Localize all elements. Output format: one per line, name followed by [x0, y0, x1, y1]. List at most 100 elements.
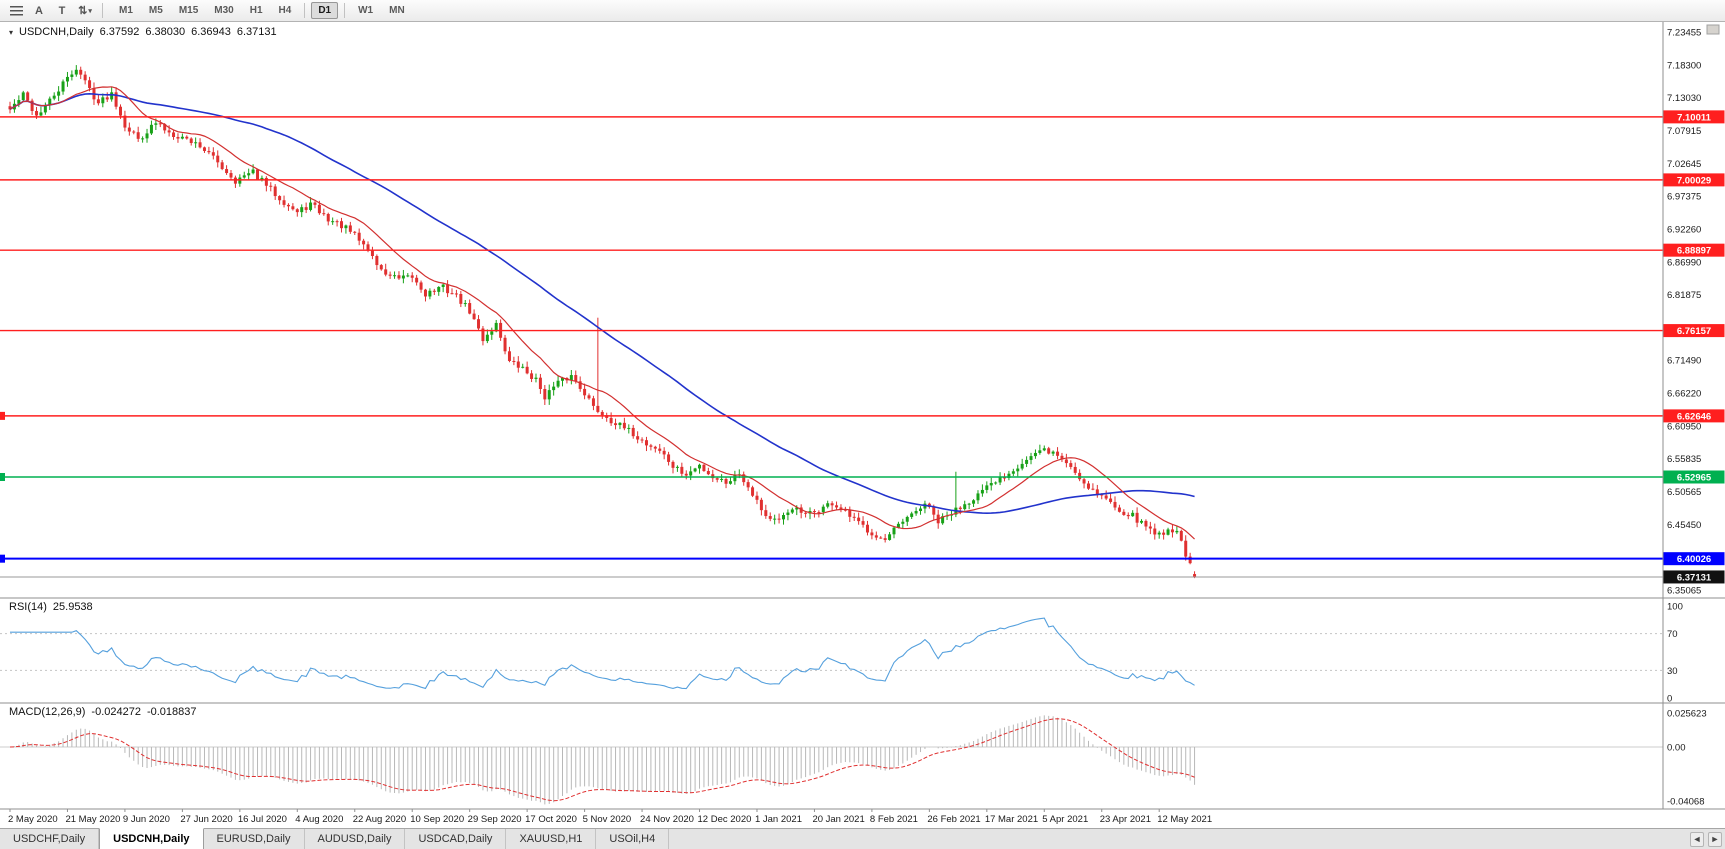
tab-scroll-left-button[interactable]: ◄ [1690, 831, 1704, 847]
toolbar: A T ⇅ ▾ M1 M5 M15 M30 H1 H4 D1 W1 MN [0, 0, 1725, 22]
timeframe-d1-button[interactable]: D1 [311, 2, 339, 19]
price-tick-label: 6.81875 [1667, 290, 1701, 301]
price-tick-label: 7.07915 [1667, 126, 1701, 137]
date-label: 26 Feb 2021 [927, 814, 980, 825]
toolbar-divider [344, 3, 346, 18]
macd-histogram [13, 715, 1196, 805]
tab-label: USOil,H4 [609, 833, 656, 845]
tab-eurusd-daily[interactable]: EURUSD,Daily [203, 829, 305, 849]
level-left-mark [0, 472, 5, 481]
price-level-labels: 7.10011 7.00029 6.88897 6.76157 6.62646 6.529… [1663, 110, 1725, 566]
price-tick-label: 6.55835 [1667, 454, 1701, 465]
price-tick-label: 6.45450 [1667, 520, 1701, 531]
price-tick-label: 7.18300 [1667, 60, 1701, 71]
current-price-label: 6.37131 [1677, 572, 1712, 583]
toolbar-divider [102, 3, 103, 18]
ma-slow-line [9, 92, 1195, 514]
price-level-label: 6.52965 [1677, 472, 1712, 483]
price-tick-label: 7.02645 [1667, 159, 1701, 170]
price-tick-label: 6.66220 [1667, 389, 1701, 400]
tab-label: USDCNH,Daily [113, 833, 190, 845]
text-tool-icon: T [58, 4, 66, 17]
date-label: 5 Nov 2020 [583, 814, 632, 825]
price-level-label: 6.76157 [1677, 326, 1711, 337]
date-label: 10 Sep 2020 [410, 814, 464, 825]
price-tick-label: 6.71490 [1667, 356, 1701, 367]
chart-list-button[interactable] [6, 2, 26, 20]
text-annotation-button[interactable]: A [29, 2, 49, 20]
timeframe-m5-button[interactable]: M5 [148, 5, 163, 16]
date-label: 9 Jun 2020 [123, 814, 170, 825]
tab-scroll-buttons: ◄ ► [1690, 829, 1722, 849]
tab-scroll-right-button[interactable]: ► [1708, 831, 1722, 847]
tab-usdcnh-daily[interactable]: USDCNH,Daily [99, 828, 204, 849]
rsi-tick-label: 70 [1667, 629, 1678, 640]
tab-usoil-h4[interactable]: USOil,H4 [596, 829, 670, 849]
price-level-label-box [1663, 470, 1725, 484]
price-level-label: 6.88897 [1677, 246, 1711, 257]
macd-tick-label: 0.00 [1667, 743, 1686, 754]
date-label: 4 Aug 2020 [295, 814, 343, 825]
toolbar-divider [304, 3, 306, 18]
timeframe-h1-button[interactable]: H1 [249, 5, 263, 16]
tab-xauusd-h1[interactable]: XAUUSD,H1 [506, 829, 597, 849]
price-level-label: 7.00029 [1677, 175, 1711, 186]
price-level-lines [0, 116, 1663, 563]
tab-usdcad-daily[interactable]: USDCAD,Daily [405, 829, 507, 849]
date-label: 1 Jan 2021 [755, 814, 802, 825]
price-tick-label: 6.50565 [1667, 487, 1701, 498]
date-label: 17 Mar 2021 [985, 814, 1038, 825]
chart-canvas[interactable]: 7.23455 7.18300 7.13030 7.07915 7.02645 6.973… [0, 22, 1725, 828]
date-label: 16 Jul 2020 [238, 814, 287, 825]
price-level-label-box [1663, 243, 1725, 257]
tab-label: EURUSD,Daily [216, 833, 291, 845]
timeframe-mn-button[interactable]: MN [389, 5, 405, 16]
arrow-left-icon: ◄ [1692, 834, 1702, 844]
menu-icon [9, 5, 23, 16]
tab-label: USDCAD,Daily [418, 833, 493, 845]
price-level-label: 6.40026 [1677, 554, 1711, 565]
price-tick-label: 7.23455 [1667, 28, 1701, 39]
tab-label: USDCHF,Daily [13, 833, 86, 845]
tabbar: USDCHF,Daily USDCNH,Daily EURUSD,Daily AUDU… [0, 828, 1725, 849]
rsi-tick-label: 0 [1667, 694, 1672, 705]
price-level-label: 7.10011 [1677, 112, 1712, 123]
date-label: 2 May 2020 [8, 814, 58, 825]
price-tick-label: 7.13030 [1667, 93, 1701, 104]
price-level-label: 6.62646 [1677, 411, 1711, 422]
collapse-icon[interactable]: ▾ [9, 27, 14, 37]
date-label: 8 Feb 2021 [870, 814, 918, 825]
price-level-label-box [1663, 552, 1725, 566]
date-label: 23 Apr 2021 [1100, 814, 1151, 825]
chart-area: 7.23455 7.18300 7.13030 7.07915 7.02645 6.973… [0, 22, 1725, 828]
tab-audusd-daily[interactable]: AUDUSD,Daily [304, 829, 406, 849]
date-label: 22 Aug 2020 [353, 814, 406, 825]
date-label: 12 Dec 2020 [698, 814, 752, 825]
date-label: 5 Apr 2021 [1042, 814, 1088, 825]
arrow-right-icon: ► [1710, 834, 1720, 844]
timeframe-m15-button[interactable]: M15 [178, 5, 199, 16]
price-tick-label: 6.97375 [1667, 192, 1701, 203]
up-down-arrows-icon: ⇅ [78, 5, 88, 17]
cursor-mode-button[interactable]: ⇅ ▾ [75, 2, 95, 20]
chart-corner-marker[interactable] [1706, 24, 1720, 35]
date-label: 27 Jun 2020 [180, 814, 232, 825]
level-left-mark [0, 554, 5, 563]
timeframe-m1-button[interactable]: M1 [119, 5, 133, 16]
tabs-container: USDCHF,Daily USDCNH,Daily EURUSD,Daily AUDU… [0, 828, 670, 849]
timeframe-m30-button[interactable]: M30 [214, 5, 234, 16]
tab-label: XAUUSD,H1 [519, 833, 583, 845]
text-tool-button[interactable]: T [52, 2, 72, 20]
chevron-down-icon: ▾ [88, 7, 92, 15]
price-tick-label: 6.86990 [1667, 257, 1701, 268]
macd-tick-label: -0.04068 [1667, 797, 1705, 808]
timeframe-h4-button[interactable]: H4 [278, 5, 292, 16]
price-tick-label: 6.60950 [1667, 421, 1701, 432]
tab-usdchf-daily[interactable]: USDCHF,Daily [0, 829, 100, 849]
letter-a-icon: A [35, 4, 43, 17]
level-left-mark [0, 411, 5, 420]
macd-tick-label: 0.025623 [1667, 709, 1707, 720]
date-label: 20 Jan 2021 [812, 814, 864, 825]
timeframe-w1-button[interactable]: W1 [358, 5, 374, 16]
